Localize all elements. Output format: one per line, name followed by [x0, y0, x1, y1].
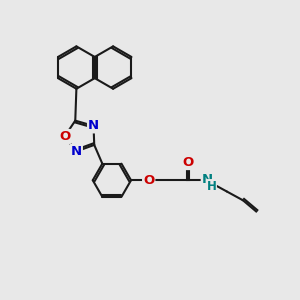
Text: N: N: [88, 119, 99, 132]
Text: H: H: [206, 180, 216, 193]
Text: O: O: [182, 156, 194, 169]
Text: O: O: [59, 130, 70, 143]
Text: O: O: [143, 174, 154, 187]
Text: N: N: [202, 173, 213, 186]
Text: N: N: [71, 145, 82, 158]
